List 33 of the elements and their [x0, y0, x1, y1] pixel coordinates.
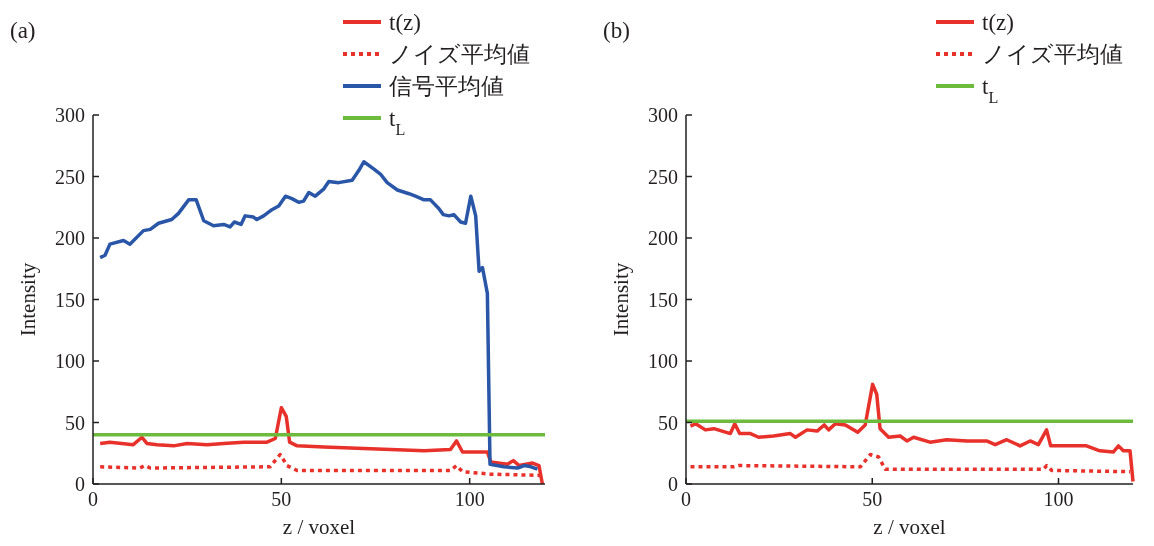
y-tick-label: 250: [648, 165, 678, 188]
legend-label: t(z): [982, 10, 1014, 35]
y-axis-title: Intensity: [609, 262, 633, 337]
x-tick-label: 50: [862, 488, 883, 510]
y-tick-label: 300: [648, 104, 678, 126]
y-tick-label: 200: [648, 227, 678, 249]
legend-label: t$_{L}$: [982, 74, 999, 106]
y-tick-label: 0: [75, 473, 85, 495]
legend-label: t$_{L}$: [389, 106, 406, 138]
y-tick-label: 300: [55, 104, 85, 126]
chart-title: (b): [603, 18, 630, 43]
y-tick-label: 200: [55, 227, 85, 249]
y-tick-label: 0: [668, 473, 678, 495]
chart-title: (a): [10, 18, 36, 43]
line-series: [98, 405, 545, 486]
x-axis-title: z / voxel: [282, 515, 356, 539]
legend-label: ノイズ平均値: [389, 42, 530, 67]
line-series: [98, 159, 540, 471]
y-axis-title: Intensity: [16, 262, 40, 337]
y-tick-label: 50: [65, 411, 85, 434]
legend-label: ノイズ平均値: [982, 42, 1123, 67]
x-tick-label: 50: [271, 488, 292, 510]
y-tick-label: 150: [55, 288, 85, 311]
x-axis-title: z / voxel: [873, 515, 946, 539]
x-tick-label: 100: [1043, 488, 1074, 510]
legend-label: 信号平均値: [389, 74, 504, 99]
y-tick-label: 50: [658, 411, 678, 434]
y-tick-label: 150: [648, 288, 678, 311]
y-tick-label: 100: [55, 350, 85, 372]
legend-label: t(z): [389, 10, 421, 35]
y-tick-label: 250: [55, 165, 85, 188]
y-tick-label: 100: [648, 350, 678, 372]
x-tick-label: 100: [454, 488, 485, 510]
